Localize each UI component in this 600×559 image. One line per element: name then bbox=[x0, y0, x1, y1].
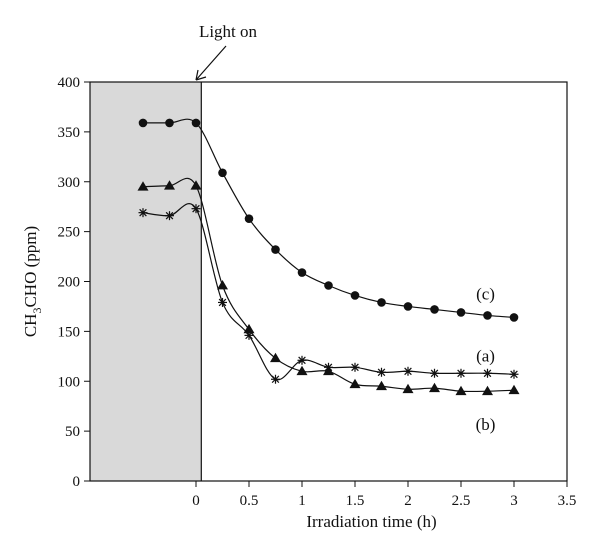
y-tick-label: 400 bbox=[58, 75, 81, 91]
data-point-triangle bbox=[323, 365, 334, 376]
star-stroke bbox=[457, 369, 465, 378]
data-point-circle bbox=[138, 118, 148, 128]
data-point-circle bbox=[324, 281, 333, 290]
dark-period-shading bbox=[90, 82, 202, 481]
y-tick-label: 300 bbox=[58, 175, 81, 191]
x-tick-label: 3 bbox=[510, 493, 518, 509]
data-point-triangle bbox=[137, 181, 149, 191]
star-stroke bbox=[351, 363, 359, 372]
axis-layer: 0 0.5 1 1.5 2 2.5 3 3.5 0 50 100 150 200 250 300 350 400 bbox=[58, 75, 577, 509]
data-point-circle bbox=[297, 268, 307, 277]
light-on-arrow bbox=[195, 45, 227, 81]
x-tick-label: 3.5 bbox=[558, 493, 577, 509]
x-tick-label: 2.5 bbox=[452, 493, 471, 509]
x-tick-label: 1.5 bbox=[346, 493, 365, 509]
data-point-star bbox=[456, 368, 466, 378]
y-tick-label: 50 bbox=[65, 424, 80, 440]
y-tick-label: 150 bbox=[58, 324, 81, 340]
data-point-star bbox=[218, 297, 227, 307]
data-point-triangle bbox=[455, 385, 467, 396]
series-layer: (c) (a) (b) bbox=[137, 118, 520, 434]
data-point-circle bbox=[165, 118, 174, 128]
data-point-triangle bbox=[243, 323, 255, 334]
data-point-triangle bbox=[376, 380, 387, 391]
star-stroke bbox=[218, 298, 227, 307]
data-point-star bbox=[191, 204, 201, 214]
data-point-circle bbox=[456, 308, 466, 317]
data-point-circle bbox=[377, 298, 386, 307]
x-tick-label: 1 bbox=[298, 493, 306, 509]
data-point-star bbox=[138, 208, 148, 218]
series-label-2: (b) bbox=[476, 415, 496, 434]
star-stroke bbox=[139, 208, 147, 217]
series-label-0: (c) bbox=[476, 284, 495, 303]
star-stroke bbox=[298, 356, 306, 365]
data-point-circle bbox=[403, 302, 413, 311]
data-point-triangle bbox=[270, 352, 281, 363]
star-stroke bbox=[483, 369, 492, 378]
data-point-circle bbox=[509, 313, 519, 322]
x-tick-label: 0.5 bbox=[240, 493, 259, 509]
x-tick-label: 0 bbox=[192, 493, 200, 509]
data-point-star bbox=[165, 211, 174, 221]
light-on-annotation: Light on bbox=[199, 22, 258, 41]
x-tick-label: 2 bbox=[404, 493, 412, 509]
data-point-star bbox=[377, 367, 386, 377]
star-stroke bbox=[192, 204, 200, 213]
data-point-star bbox=[350, 362, 360, 372]
x-axis-title: Irradiation time (h) bbox=[306, 512, 436, 531]
data-point-triangle bbox=[508, 384, 520, 395]
star-stroke bbox=[430, 369, 439, 378]
y-tick-label: 200 bbox=[58, 275, 81, 291]
data-point-triangle bbox=[190, 180, 202, 190]
star-stroke bbox=[510, 370, 518, 379]
data-point-star bbox=[297, 355, 307, 365]
series-label-1: (a) bbox=[476, 346, 495, 365]
data-point-star bbox=[271, 374, 280, 384]
data-point-circle bbox=[483, 311, 492, 320]
data-point-star bbox=[509, 369, 519, 379]
data-point-circle bbox=[430, 305, 439, 314]
data-point-triangle bbox=[164, 180, 175, 190]
data-point-circle bbox=[191, 118, 201, 128]
data-point-triangle bbox=[402, 383, 414, 394]
data-point-circle bbox=[244, 214, 254, 223]
data-point-circle bbox=[350, 291, 360, 300]
data-point-triangle bbox=[296, 365, 308, 376]
star-stroke bbox=[271, 375, 280, 384]
star-stroke bbox=[165, 211, 174, 220]
data-point-triangle bbox=[349, 378, 361, 389]
y-axis-title: CH3CHO (ppm) bbox=[21, 226, 44, 337]
y-tick-label: 100 bbox=[58, 374, 81, 390]
data-point-star bbox=[430, 368, 439, 378]
star-stroke bbox=[377, 368, 386, 377]
y-tick-label: 0 bbox=[73, 474, 81, 490]
data-point-triangle bbox=[429, 382, 440, 393]
data-point-triangle bbox=[217, 279, 228, 290]
data-point-triangle bbox=[482, 385, 493, 396]
star-stroke bbox=[404, 367, 412, 376]
data-point-star bbox=[403, 366, 413, 376]
y-tick-label: 350 bbox=[58, 125, 81, 141]
data-point-circle bbox=[271, 245, 280, 254]
data-point-star bbox=[483, 368, 492, 378]
data-point-circle bbox=[218, 168, 227, 178]
y-tick-label: 250 bbox=[58, 225, 81, 241]
